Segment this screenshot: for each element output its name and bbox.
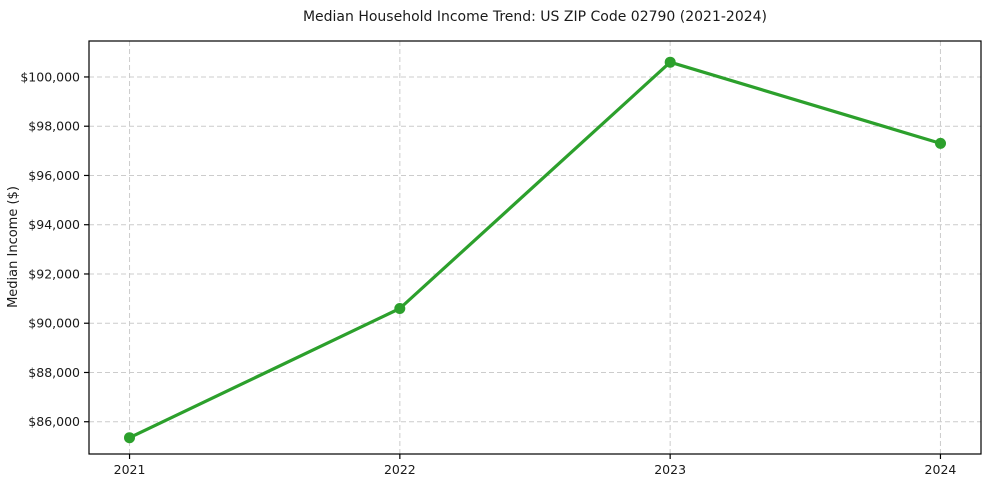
x-tick-label: 2021 xyxy=(114,462,146,477)
x-tick-label: 2022 xyxy=(384,462,416,477)
data-point-2022 xyxy=(394,303,406,314)
y-tick-label: $90,000 xyxy=(28,316,80,331)
y-tick-label: $88,000 xyxy=(28,365,80,380)
series-line xyxy=(127,60,943,440)
y-tick-label: $98,000 xyxy=(28,119,80,134)
chart-title: Median Household Income Trend: US ZIP Co… xyxy=(303,9,767,25)
y-tick-label: $96,000 xyxy=(28,168,80,183)
plot-border xyxy=(88,40,982,455)
axes-layer: $86,000 $88,000 $90,000 $92,000 $94,000 $96,0… xyxy=(20,40,982,477)
grid-layer xyxy=(89,41,981,454)
y-tick-label: $94,000 xyxy=(28,217,80,232)
y-tick-label: $100,000 xyxy=(20,69,80,84)
y-tick-label: $92,000 xyxy=(28,266,80,281)
x-tick-label: 2023 xyxy=(654,462,686,477)
data-point-2023 xyxy=(664,56,676,68)
x-tick-label: 2024 xyxy=(925,462,957,477)
y-axis-label: Median Income ($) xyxy=(6,186,21,308)
data-layer xyxy=(124,56,946,444)
data-point-2024 xyxy=(935,137,946,149)
data-point-2021 xyxy=(124,432,135,444)
y-tick-label: $86,000 xyxy=(28,414,80,429)
